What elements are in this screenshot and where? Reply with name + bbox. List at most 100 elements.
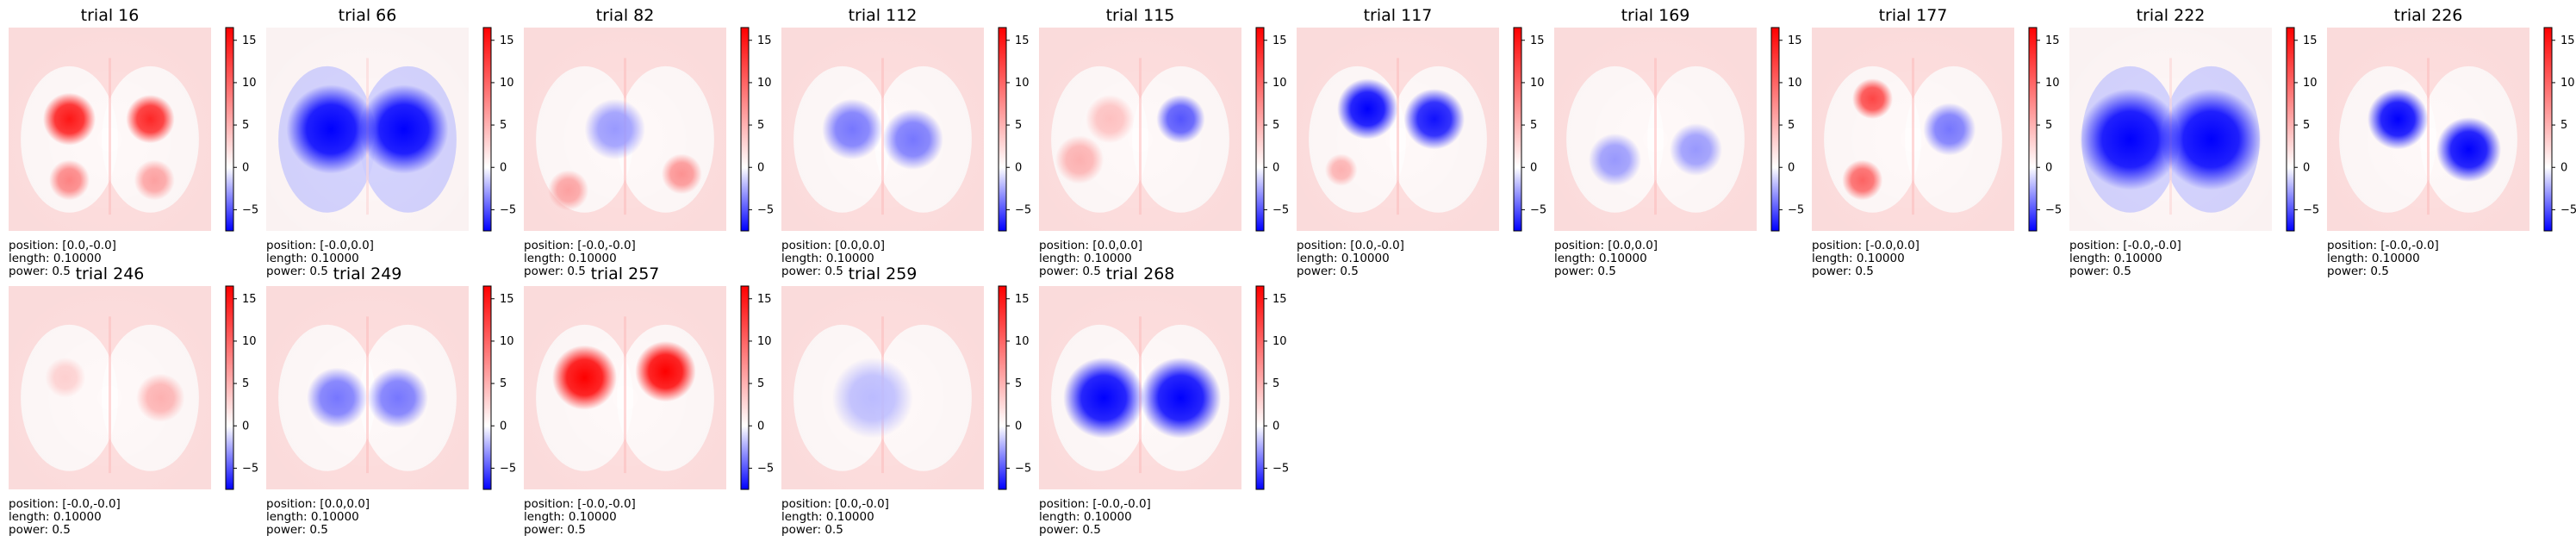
- length-text: length: 0.10000: [1812, 252, 1905, 265]
- colorbar-tick-label: 5: [1530, 119, 1537, 132]
- colorbar-frame: [740, 285, 750, 490]
- colorbar-tick-label: 10: [1015, 335, 1030, 348]
- length-text: length: 0.10000: [781, 510, 874, 524]
- power-text: power: 0.5: [1554, 265, 1616, 278]
- position-text: position: [-0.0,0.0]: [1812, 239, 1920, 252]
- vignette: [781, 28, 984, 231]
- colorbar-tick-label: 15: [757, 293, 772, 306]
- colorbar: [1514, 28, 1521, 231]
- colorbar-frame: [740, 27, 750, 232]
- length-text: length: 0.10000: [1039, 510, 1132, 524]
- colorbar-frame: [998, 27, 1007, 232]
- colorbar-tick-label: 0: [2303, 161, 2310, 174]
- colorbar-tick-label: 0: [1015, 420, 1022, 433]
- position-text: position: [0.0,0.0]: [1039, 239, 1142, 252]
- colorbar-tick-label: −5: [2045, 203, 2062, 216]
- panel-title: trial 66: [339, 6, 397, 25]
- heatmap-image: [1039, 28, 1241, 231]
- colorbar: [1256, 286, 1264, 489]
- vignette: [2327, 28, 2529, 231]
- heatmap-image: [524, 28, 726, 231]
- heatmap-image: [781, 28, 984, 231]
- vignette: [781, 286, 984, 489]
- trial-panel: trial 16 position: [0.0,-0.0] length: 0.1…: [9, 6, 258, 278]
- colorbar-tick-label: 15: [2303, 34, 2318, 47]
- colorbar: [2287, 28, 2294, 231]
- heatmap-image: [1812, 28, 2014, 231]
- colorbar-tick-label: −5: [2303, 203, 2319, 216]
- colorbar-tick-label: 10: [1015, 77, 1030, 90]
- panels-layer: trial 16 position: [0.0,-0.0] length: 0.1…: [9, 6, 2576, 537]
- colorbar-tick-label: 0: [500, 161, 507, 174]
- colorbar-tick-label: −5: [2560, 203, 2576, 216]
- colorbar-frame: [1513, 27, 1522, 232]
- position-text: position: [0.0,0.0]: [266, 497, 370, 511]
- colorbar-tick-label: −5: [1530, 203, 1546, 216]
- trial-panel: trial 222 position: [-0.0,-0.0] length: 0…: [2069, 6, 2319, 278]
- colorbar-tick-label: 5: [242, 119, 249, 132]
- colorbar-frame: [2543, 27, 2553, 232]
- trial-panel: trial 117 position: [0.0,-0.0] length: 0.…: [1297, 6, 1546, 278]
- trial-panel: trial 82 position: [-0.0,-0.0] length: 0.…: [524, 6, 774, 278]
- colorbar: [483, 286, 491, 489]
- vignette: [524, 28, 726, 231]
- colorbar-frame: [1255, 285, 1265, 490]
- trial-panel: trial 268 position: [-0.0,-0.0] length: 0…: [1039, 265, 1289, 537]
- power-text: power: 0.5: [524, 265, 586, 278]
- length-text: length: 0.10000: [1039, 252, 1132, 265]
- position-text: position: [0.0,0.0]: [1554, 239, 1658, 252]
- length-text: length: 0.10000: [524, 252, 617, 265]
- colorbar-frame: [2028, 27, 2038, 232]
- colorbar-tick-label: 15: [500, 293, 514, 306]
- heatmap-image: [1297, 28, 1499, 231]
- trial-panel: trial 226 position: [-0.0,-0.0] length: 0…: [2327, 6, 2576, 278]
- length-text: length: 0.10000: [524, 510, 617, 524]
- length-text: length: 0.10000: [9, 252, 102, 265]
- colorbar-frame: [1770, 27, 1780, 232]
- power-text: power: 0.5: [524, 523, 586, 537]
- power-text: power: 0.5: [781, 265, 843, 278]
- position-text: position: [-0.0,-0.0]: [9, 497, 121, 511]
- colorbar-tick-label: 10: [1530, 77, 1545, 90]
- colorbar-tick-label: 0: [242, 420, 249, 433]
- colorbar-tick-label: 15: [757, 34, 772, 47]
- colorbar-tick-label: 10: [2560, 77, 2575, 90]
- colorbar-tick-label: 15: [1530, 34, 1545, 47]
- position-text: position: [-0.0,-0.0]: [2327, 239, 2439, 252]
- trial-panel: trial 112 position: [0.0,0.0] length: 0.1…: [781, 6, 1031, 278]
- length-text: length: 0.10000: [1554, 252, 1647, 265]
- colorbar-tick-label: 15: [1272, 293, 1287, 306]
- heatmap-image: [2069, 28, 2272, 231]
- trial-panel: trial 257 position: [-0.0,-0.0] length: 0…: [524, 265, 774, 537]
- position-text: position: [-0.0,-0.0]: [524, 239, 636, 252]
- colorbar-tick-label: 10: [1788, 77, 1802, 90]
- panel-title: trial 249: [333, 265, 402, 283]
- trial-panel: trial 169 position: [0.0,0.0] length: 0.1…: [1554, 6, 1804, 278]
- colorbar: [999, 286, 1006, 489]
- panel-title: trial 268: [1106, 265, 1175, 283]
- length-text: length: 0.10000: [266, 510, 359, 524]
- colorbar-tick-label: 0: [1530, 161, 1537, 174]
- power-text: power: 0.5: [2327, 265, 2389, 278]
- colorbar-tick-label: 5: [1272, 119, 1279, 132]
- position-text: position: [0.0,-0.0]: [781, 497, 889, 511]
- power-text: power: 0.5: [9, 265, 71, 278]
- vignette: [1039, 28, 1241, 231]
- power-text: power: 0.5: [266, 523, 328, 537]
- panel-title: trial 117: [1364, 6, 1433, 25]
- colorbar-frame: [482, 285, 492, 490]
- vignette: [1297, 28, 1499, 231]
- panel-title: trial 226: [2394, 6, 2463, 25]
- heatmap-image: [9, 28, 211, 231]
- trial-panel: trial 66 position: [-0.0,0.0] length: 0.1…: [266, 6, 516, 278]
- length-text: length: 0.10000: [2069, 252, 2162, 265]
- vignette: [266, 286, 469, 489]
- colorbar-tick-label: 10: [500, 77, 514, 90]
- power-text: power: 0.5: [1812, 265, 1874, 278]
- colorbar-tick-label: 15: [2560, 34, 2575, 47]
- colorbar: [2544, 28, 2552, 231]
- colorbar-tick-label: 15: [242, 34, 257, 47]
- colorbar-tick-label: 0: [2045, 161, 2052, 174]
- panel-title: trial 169: [1621, 6, 1690, 25]
